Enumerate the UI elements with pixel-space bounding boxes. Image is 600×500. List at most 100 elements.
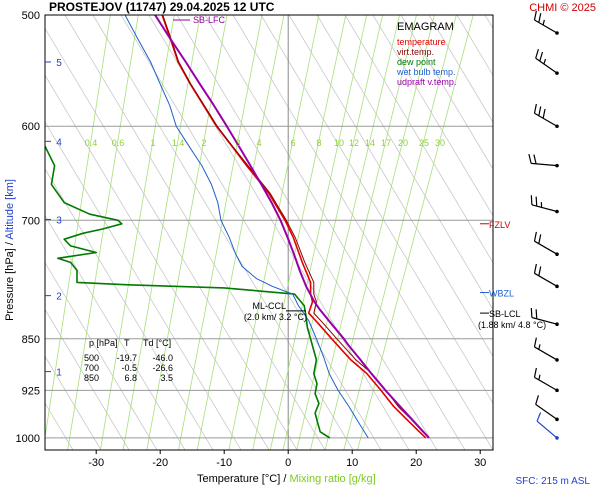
dry-adiabat-line	[64, 15, 326, 450]
mixing-ratio-label: 20	[398, 138, 408, 148]
level-marker-sublabel: (2.0 km/ 3.2 °C)	[244, 312, 307, 322]
altitude-tick-label: 3	[56, 215, 62, 226]
pressure-tick-label: 1000	[16, 433, 40, 445]
table-cell: 700	[84, 363, 99, 373]
wind-barb-feather	[535, 395, 539, 405]
series-line-temperature	[161, 15, 427, 439]
wind-barb-staff	[534, 19, 558, 34]
dry-adiabat-line	[45, 214, 186, 450]
wind-barbs	[528, 10, 559, 440]
wind-barb-feather	[535, 196, 538, 207]
wind-barb	[533, 103, 559, 129]
x-axis-label-temperature: Temperature [°C]	[197, 473, 280, 485]
isobar-lines	[45, 125, 493, 439]
temperature-tick-label: 0	[285, 457, 291, 469]
table-cell: 500	[84, 353, 99, 363]
pressure-tick-label: 600	[22, 121, 40, 133]
mixing-ratio-line	[296, 15, 400, 450]
dry-adiabat-line	[400, 15, 493, 170]
x-axis-label: Temperature [°C] / Mixing ratio [g/kg]	[197, 473, 376, 485]
dry-adiabat-line	[45, 27, 298, 450]
dry-adiabat-line	[45, 261, 158, 450]
wind-barb-half-feather	[542, 19, 545, 26]
mixing-ratio-label: 2	[201, 138, 206, 148]
level-marker-label: SB-LFC	[193, 15, 226, 25]
mixing-ratio-line	[196, 15, 285, 450]
mixing-ratio-label: 25	[419, 138, 429, 148]
temperature-tick-label: 10	[346, 457, 358, 469]
wind-barb	[535, 395, 559, 422]
wind-barb-staff	[531, 162, 558, 167]
mixing-ratio-label: 1	[150, 138, 155, 148]
credit-text: CHMI © 2025	[529, 2, 596, 14]
altitude-tick-label: 1	[56, 368, 62, 379]
y-axis-label-altitude: Altitude [km]	[4, 179, 16, 240]
mixing-ratio-label: 3	[235, 138, 240, 148]
wind-barb-staff	[531, 204, 558, 213]
wind-barb-staff	[534, 272, 558, 287]
legend-item-temperature: temperature	[397, 37, 446, 47]
mixing-ratio-line	[324, 15, 435, 450]
wind-barb-station	[555, 284, 559, 289]
mixing-ratio-line	[269, 15, 368, 450]
table-cell: -46.0	[152, 353, 173, 363]
wind-barb	[533, 263, 559, 289]
dry-adiabat-line	[45, 74, 270, 450]
wind-barb-feather	[538, 106, 542, 116]
level-marker-label: SB-LCL	[489, 309, 521, 319]
wind-barb-half-feather	[538, 344, 541, 350]
mixing-ratio-line	[343, 15, 457, 450]
mixing-ratio-line	[282, 15, 384, 450]
dry-adiabat-line	[45, 355, 102, 450]
wind-barb-feather	[538, 13, 542, 23]
chart-title: PROSTEJOV (11747) 29.04.2025 12 UTC	[49, 0, 275, 14]
wind-barb-feather	[530, 307, 533, 318]
mixing-ratio-line	[357, 15, 474, 450]
mixing-ratio-label: 12	[349, 138, 359, 148]
table-cell: 850	[84, 373, 99, 383]
pressure-axis: 500 600 700 850 925 1000	[16, 10, 40, 445]
altitude-tick-label: 2	[56, 292, 62, 303]
wind-barb-feather	[533, 154, 537, 164]
dry-adiabat-line	[45, 308, 130, 450]
wind-barb-feather	[533, 263, 537, 274]
altitude-tick-label: 4	[56, 137, 62, 148]
surface-altitude: SFC: 215 m ASL	[516, 476, 591, 487]
wind-barb-staff	[535, 57, 558, 74]
level-marker-sublabel: (1.88 km/ 4.8 °C)	[478, 320, 546, 330]
dry-adiabat-line	[232, 15, 493, 450]
wind-barb-station	[555, 31, 559, 35]
wind-barb-station	[555, 436, 559, 440]
wind-barb	[533, 231, 559, 257]
level-markers: SB-LFC FZLV WBZL SB-LCL(1.88 km/ 4.8 °C) ML-…	[173, 15, 546, 330]
wind-barb-staff	[535, 403, 558, 420]
wind-barb	[530, 195, 559, 214]
mixing-ratio-line	[228, 15, 320, 450]
wind-barb-station	[555, 388, 559, 393]
level-marker-label: WBZL	[489, 289, 514, 299]
dry-adiabat-line	[120, 15, 382, 450]
table-header-t: T	[124, 338, 130, 348]
wind-barb-feather	[535, 48, 539, 59]
wind-barb-feather	[536, 412, 542, 422]
wind-barb-staff	[534, 240, 558, 255]
wind-barb-station	[555, 358, 559, 362]
altitude-axis: 1 2 3 4 5	[45, 58, 62, 379]
x-axis-label-separator: /	[280, 473, 289, 485]
y-axis-label-separator: /	[4, 240, 16, 249]
wind-barb-station	[555, 124, 559, 129]
x-axis-label-mixing-ratio: Mixing ratio [g/kg]	[289, 473, 375, 485]
wind-barb-station	[555, 252, 559, 257]
pressure-tick-label: 850	[22, 334, 40, 346]
table-cell: -19.7	[116, 353, 137, 363]
mixing-ratio-label: 10	[334, 138, 344, 148]
wind-barb-feather	[535, 309, 538, 319]
wind-barb-station	[555, 71, 559, 75]
y-axis-label: Pressure [hPa] / Altitude [km]	[4, 179, 16, 321]
wind-barb-feather	[530, 195, 533, 205]
wind-barb-staff	[536, 420, 558, 439]
level-marker-label: FZLV	[489, 220, 510, 230]
wind-barb-staff	[534, 346, 558, 361]
level-marker-label: ML-CCL	[252, 301, 286, 311]
